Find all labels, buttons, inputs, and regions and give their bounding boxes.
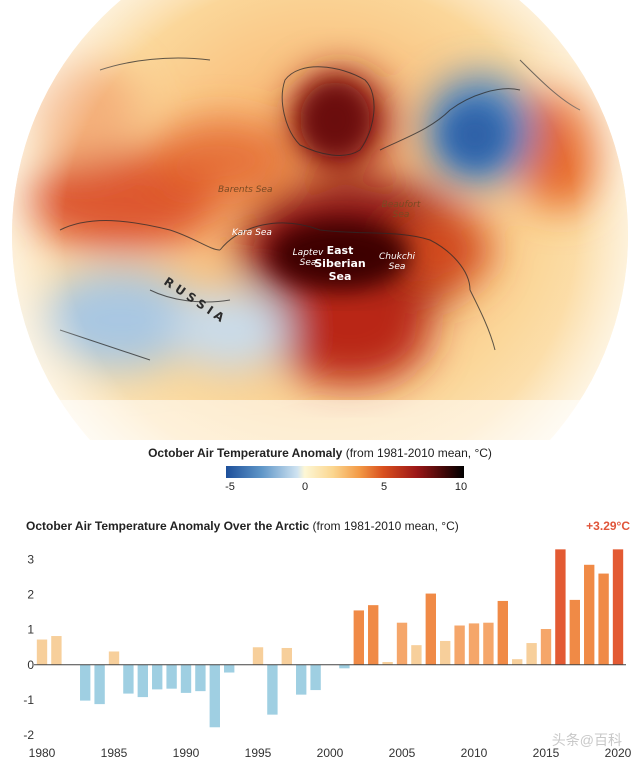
bar-2009 [454,625,465,665]
x-tick-label: 2005 [389,746,416,760]
legend-title-sub: (from 1981-2010 mean, °C) [345,446,492,460]
x-tick-label: 1985 [101,746,128,760]
map-label-laptev: Laptev Sea [292,248,324,268]
y-tick-label: 0 [27,658,34,672]
bar-1986 [123,664,134,694]
y-tick-label: 2 [27,588,34,602]
arctic-anomaly-map: Barents Sea Kara Sea Laptev Sea East Sib… [12,0,628,540]
bar-1981 [51,636,62,665]
bar-1987 [137,664,148,698]
chart-subtitle: (from 1981-2010 mean, °C) [312,519,459,533]
watermark: 头条@百科 [551,732,622,748]
y-tick-label: 1 [27,623,34,637]
bar-2020 [612,549,624,665]
bar-2002 [353,610,364,665]
bar-2003 [368,605,379,665]
legend-tick: 10 [454,481,468,493]
map-label-beaufort: Beaufort Sea [381,200,421,220]
bar-2006 [411,645,422,665]
bar-2008 [440,640,451,665]
x-tick-label: 2010 [461,746,488,760]
map-label-east-siberian: East Siberian Sea [314,244,366,283]
y-tick-label: -2 [23,728,34,742]
bar-2016 [555,549,566,665]
axes-group: -2 -1 0 1 2 3 1980 1985 1990 1995 2000 2005 2010 2015… [23,553,631,760]
bar-2001 [339,664,350,669]
x-tick-label: 1995 [245,746,272,760]
map-label-chukchi: Chukchi Sea [378,252,416,272]
y-tick-label: 3 [27,553,34,567]
record-callout: +3.29°C [586,519,630,533]
y-tick-label: -1 [23,693,34,707]
bar-1989 [166,664,177,689]
bar-2014 [526,643,537,665]
bars-group [36,549,624,728]
legend-title: October Air Temperature Anomaly (from 19… [0,446,640,460]
bar-1997 [281,647,292,665]
bar-1991 [195,664,206,692]
bar-1996 [267,664,278,715]
legend-tick: 0 [301,481,309,493]
bar-2010 [468,623,480,665]
legend-tick: -5 [225,481,235,493]
bar-1998 [296,664,307,695]
bar-1984 [94,664,105,705]
bar-2019 [598,573,609,665]
arctic-anomaly-bar-chart: -2 -1 0 1 2 3 1980 1985 1990 1995 2000 2005 2010 2015… [23,549,632,760]
legend-tick: 5 [380,481,388,493]
globe-graphic [12,0,628,540]
map-label-kara: Kara Sea [232,228,272,238]
bar-1990 [180,664,192,693]
x-tick-label: 1980 [29,746,56,760]
x-tick-label: 2015 [533,746,560,760]
bar-2007 [425,593,436,665]
legend-title-main: October Air Temperature Anomaly [148,446,343,460]
x-tick-label: 2020 [605,746,632,760]
bar-1993 [224,664,235,673]
bar-1992 [209,664,220,728]
bar-2004 [382,662,393,665]
bar-1988 [152,664,163,690]
bar-1995 [252,647,264,665]
bar-2018 [584,564,595,665]
bar-1985 [108,651,120,665]
bar-2011 [483,622,494,665]
x-tick-label: 2000 [317,746,344,760]
bar-2017 [569,599,580,665]
x-tick-label: 1990 [173,746,200,760]
map-label-barents: Barents Sea [218,185,273,195]
bar-1983 [80,664,91,701]
chart-title: October Air Temperature Anomaly Over the… [26,519,459,533]
legend-colorbar [226,466,464,478]
bar-2013 [512,659,523,665]
bar-1980 [36,639,48,665]
bar-1999 [310,664,321,691]
bar-2005 [396,622,408,665]
bar-2012 [497,600,508,665]
chart-title-main: October Air Temperature Anomaly Over the… [26,519,310,533]
bar-2015 [540,629,552,665]
